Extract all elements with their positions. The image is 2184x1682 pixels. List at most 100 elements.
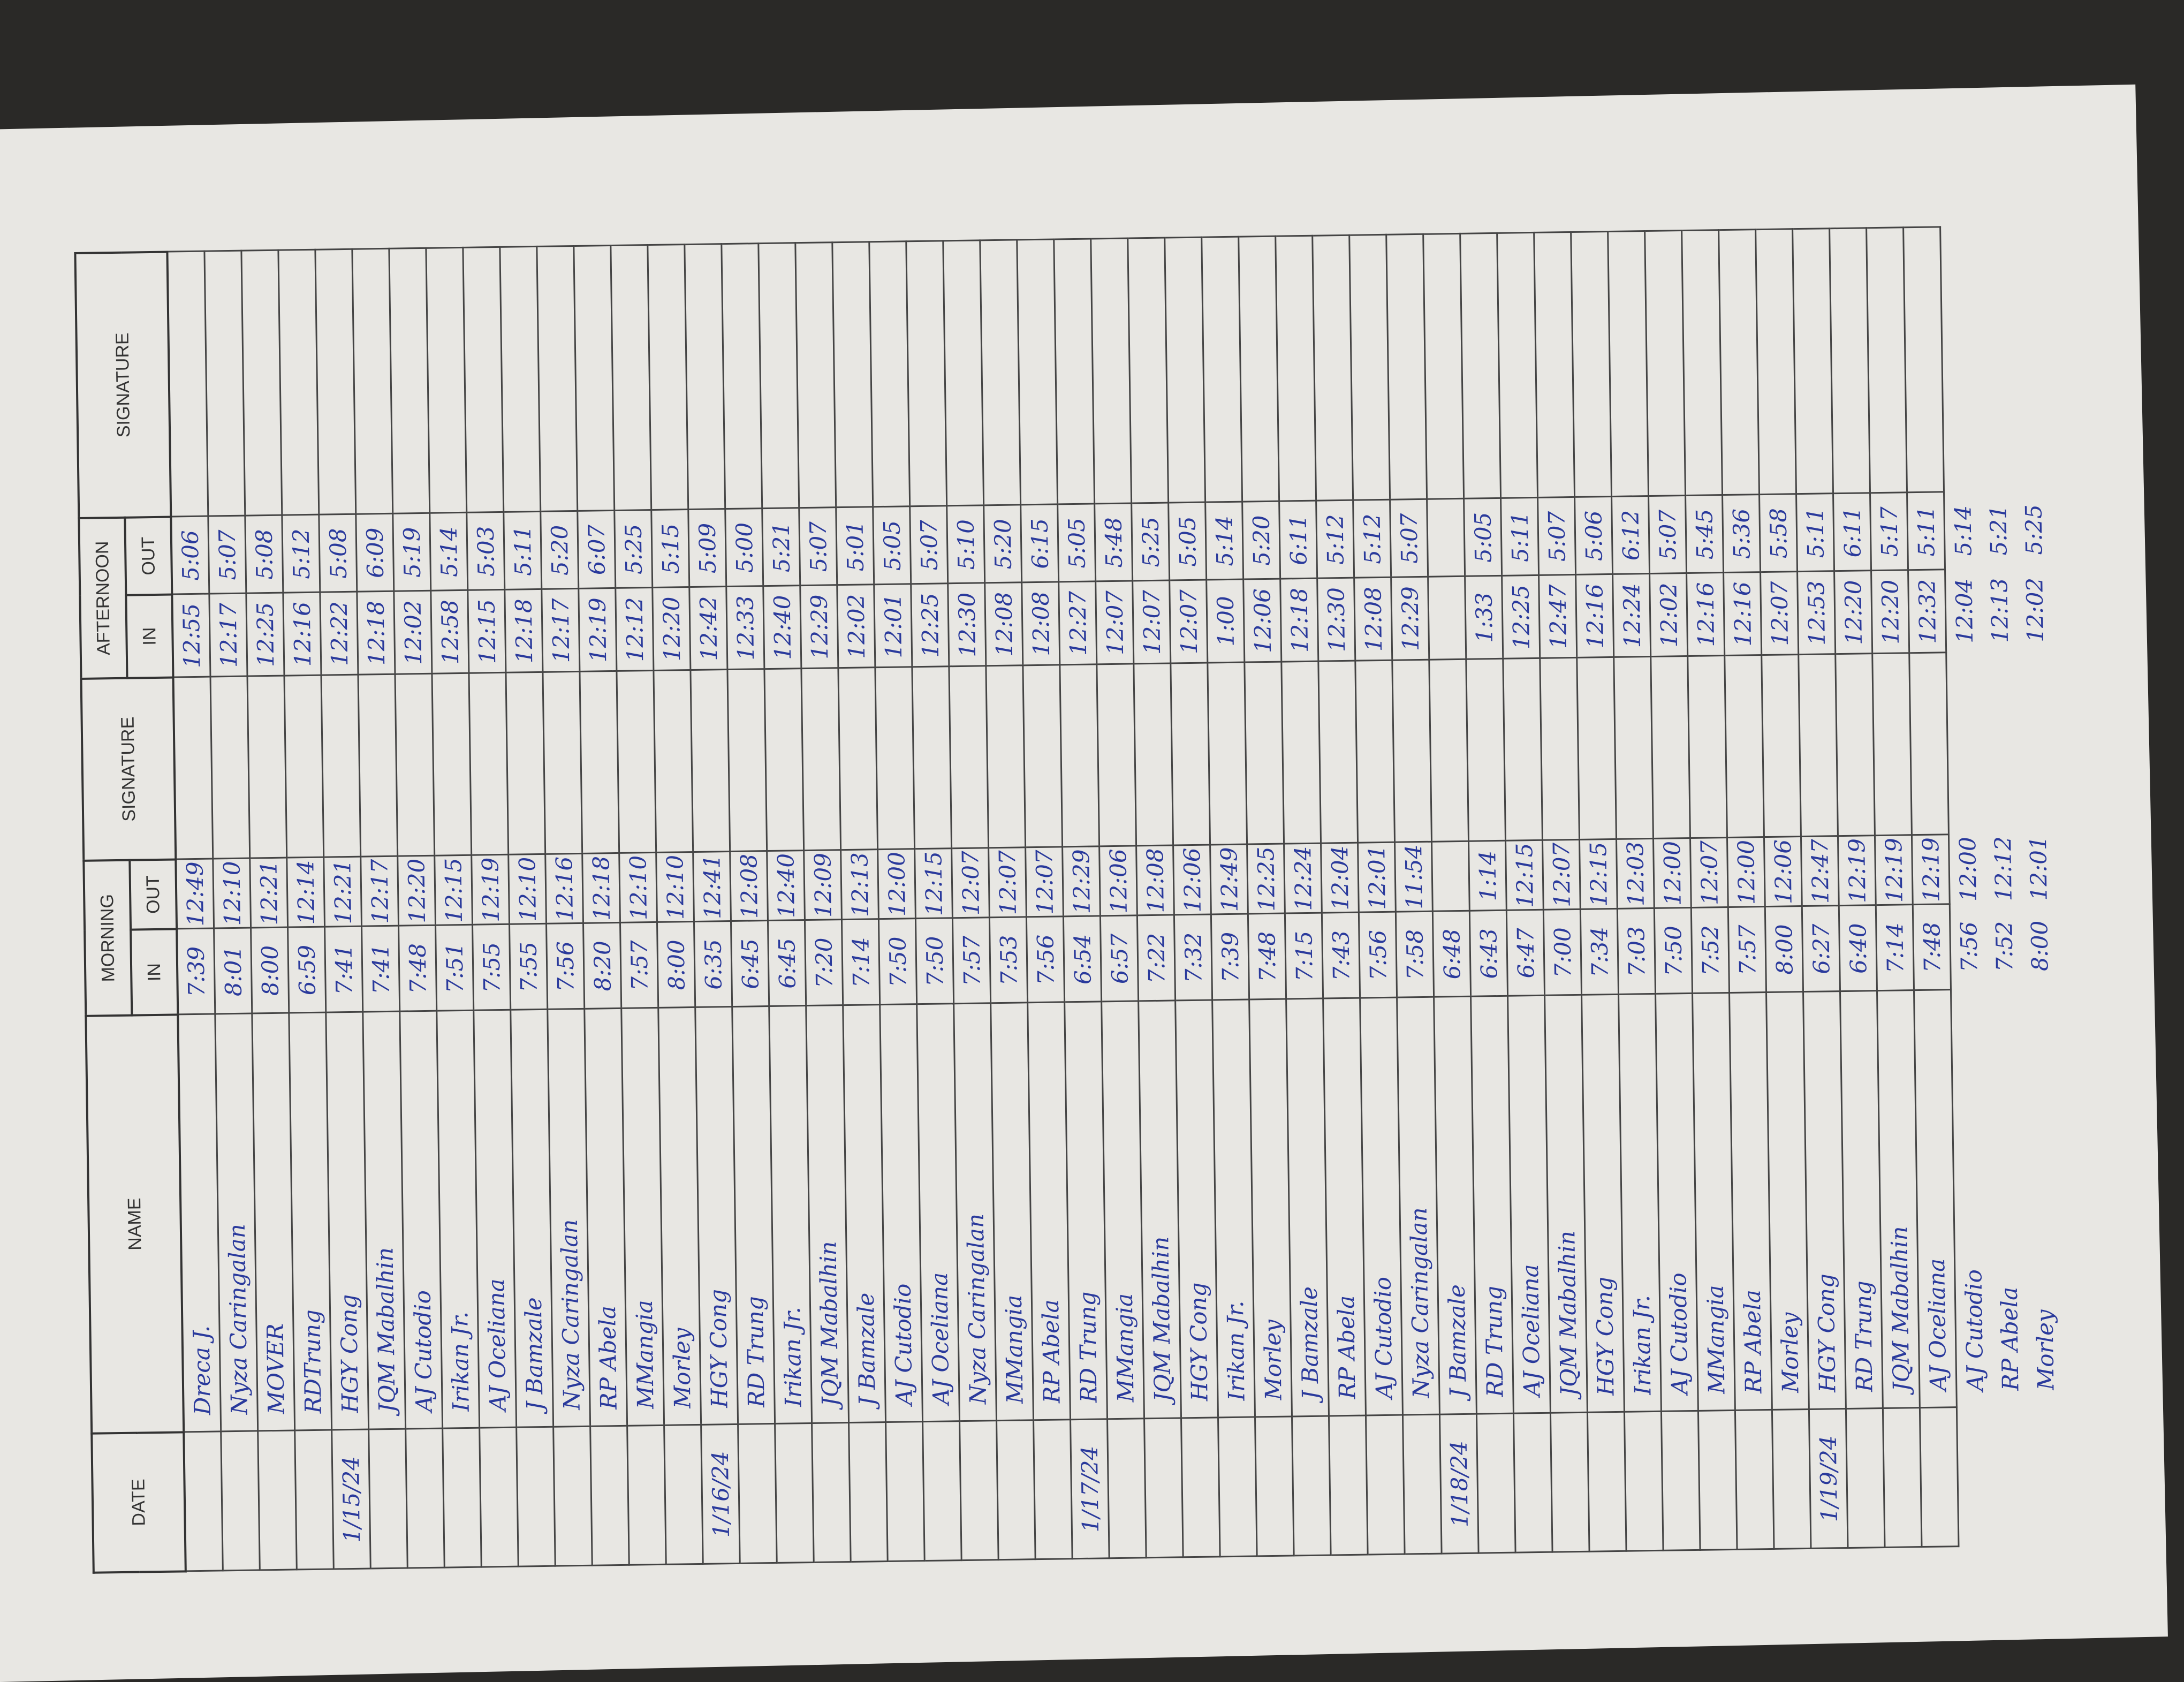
date bbox=[959, 1421, 999, 1561]
afternoon-in: 12:20 bbox=[1871, 570, 1909, 654]
name: RP Abela bbox=[1027, 1002, 1071, 1421]
signature bbox=[1681, 230, 1723, 496]
afternoon-out: 5:07 bbox=[208, 516, 246, 594]
afternoon-in: 12:08 bbox=[1021, 582, 1060, 666]
afternoon-out: 5:09 bbox=[688, 509, 726, 588]
afternoon-out: 5:25 bbox=[614, 510, 653, 588]
morning-in: 7:39 bbox=[1211, 914, 1249, 1001]
name: RD Trung bbox=[1470, 996, 1514, 1414]
morning-out: 12:19 bbox=[1912, 835, 1950, 905]
header-morning: MORNING bbox=[84, 860, 132, 1016]
afternoon-out: 5:06 bbox=[1574, 496, 1613, 575]
date bbox=[1218, 1417, 1257, 1557]
name: Morley bbox=[2031, 1309, 2059, 1391]
signature bbox=[204, 251, 245, 517]
afternoon-out: 5:08 bbox=[318, 514, 357, 593]
signature bbox=[1687, 656, 1727, 838]
date bbox=[1476, 1413, 1516, 1554]
morning-out: 12:15 bbox=[1579, 839, 1618, 910]
signature bbox=[1386, 234, 1427, 500]
signature bbox=[241, 250, 282, 516]
afternoon-in: 12:25 bbox=[911, 584, 949, 668]
signature bbox=[1534, 232, 1575, 498]
afternoon-out: 6:07 bbox=[577, 510, 616, 589]
morning-out: 12:24 bbox=[1284, 843, 1322, 914]
afternoon-in: 12:02 bbox=[837, 585, 875, 669]
signature bbox=[1022, 665, 1063, 848]
afternoon-in: 12:18 bbox=[504, 589, 543, 673]
signature bbox=[764, 669, 804, 852]
signature bbox=[1903, 227, 1944, 493]
signature bbox=[721, 244, 762, 510]
afternoon-out: 5:12 bbox=[1353, 499, 1391, 578]
signature bbox=[1392, 660, 1432, 843]
signature bbox=[1829, 228, 1870, 494]
header-signature: SIGNATURE bbox=[75, 252, 171, 518]
afternoon-out: 5:21 bbox=[1984, 504, 2012, 556]
date bbox=[738, 1423, 777, 1564]
morning-in: 6:57 bbox=[1100, 915, 1139, 1002]
morning-in: 7:00 bbox=[1543, 909, 1582, 996]
signature bbox=[395, 673, 435, 857]
afternoon-out: 5:36 bbox=[1722, 495, 1761, 573]
signature bbox=[210, 676, 250, 859]
morning-in: 7:15 bbox=[1285, 913, 1323, 999]
date bbox=[479, 1427, 519, 1567]
name: Irikan Jr. bbox=[436, 1010, 480, 1429]
morning-in: 7:39 bbox=[177, 928, 215, 1015]
date bbox=[1550, 1412, 1590, 1552]
afternoon-out: 5:00 bbox=[725, 509, 763, 587]
afternoon-out: 6:09 bbox=[355, 513, 394, 592]
morning-in: 8:00 bbox=[657, 921, 695, 1008]
morning-out: 12:10 bbox=[508, 854, 547, 925]
morning-in: 8:20 bbox=[583, 922, 621, 1009]
morning-out: 12:14 bbox=[286, 857, 325, 928]
afternoon-out: 5:21 bbox=[762, 508, 800, 587]
morning-out: 12:10 bbox=[619, 852, 657, 923]
morning-in: 7:22 bbox=[1137, 915, 1176, 1002]
name: RP Abela bbox=[1323, 998, 1366, 1416]
afternoon-in: 12:07 bbox=[1760, 572, 1799, 656]
morning-out: 12:19 bbox=[471, 854, 510, 925]
name: RP Abela bbox=[1729, 992, 1772, 1411]
name: RP Abela bbox=[1996, 1286, 2023, 1391]
afternoon-in: 12:02 bbox=[2021, 577, 2049, 643]
signature bbox=[315, 249, 356, 515]
date bbox=[1402, 1414, 1442, 1555]
afternoon-out: 5:48 bbox=[1094, 503, 1133, 582]
date bbox=[1587, 1412, 1627, 1552]
morning-in: 7:55 bbox=[472, 924, 511, 1011]
signature bbox=[1613, 656, 1654, 839]
morning-out: 12:00 bbox=[1653, 838, 1692, 908]
morning-in: 6:35 bbox=[694, 921, 732, 1007]
date bbox=[294, 1430, 334, 1570]
afternoon-in: 12:08 bbox=[984, 582, 1023, 666]
name: HGY Cong bbox=[1175, 1000, 1218, 1419]
name: J Bamzale bbox=[1286, 998, 1329, 1417]
signature bbox=[1429, 659, 1469, 842]
afternoon-in: 12:30 bbox=[947, 583, 986, 667]
signature bbox=[684, 244, 725, 510]
date bbox=[1735, 1410, 1774, 1550]
date bbox=[516, 1427, 556, 1567]
morning-in: 7:57 bbox=[620, 922, 658, 1009]
name: AJ Oceliana bbox=[1507, 995, 1551, 1414]
name: RD Trung bbox=[732, 1006, 775, 1425]
name: RD Trung bbox=[1840, 991, 1883, 1410]
signature bbox=[1059, 664, 1099, 847]
signature bbox=[1207, 662, 1247, 845]
afternoon-in: 12:32 bbox=[1908, 570, 1946, 654]
morning-out: 12:01 bbox=[2024, 836, 2052, 901]
name: Nyza Caringalan bbox=[215, 1013, 258, 1432]
date bbox=[405, 1428, 445, 1569]
afternoon-out: 5:11 bbox=[1500, 497, 1539, 576]
name: Irikan Jr. bbox=[1618, 994, 1662, 1412]
afternoon-in: 12:15 bbox=[467, 589, 506, 673]
date bbox=[885, 1422, 925, 1562]
morning-out: 1:14 bbox=[1468, 840, 1507, 911]
afternoon-out: 5:20 bbox=[983, 505, 1022, 584]
name: JQM Mabalhin bbox=[1544, 995, 1588, 1413]
afternoon-out: 5:25 bbox=[2020, 504, 2048, 555]
date bbox=[1292, 1416, 1331, 1556]
afternoon-out: 5:05 bbox=[1463, 498, 1502, 577]
